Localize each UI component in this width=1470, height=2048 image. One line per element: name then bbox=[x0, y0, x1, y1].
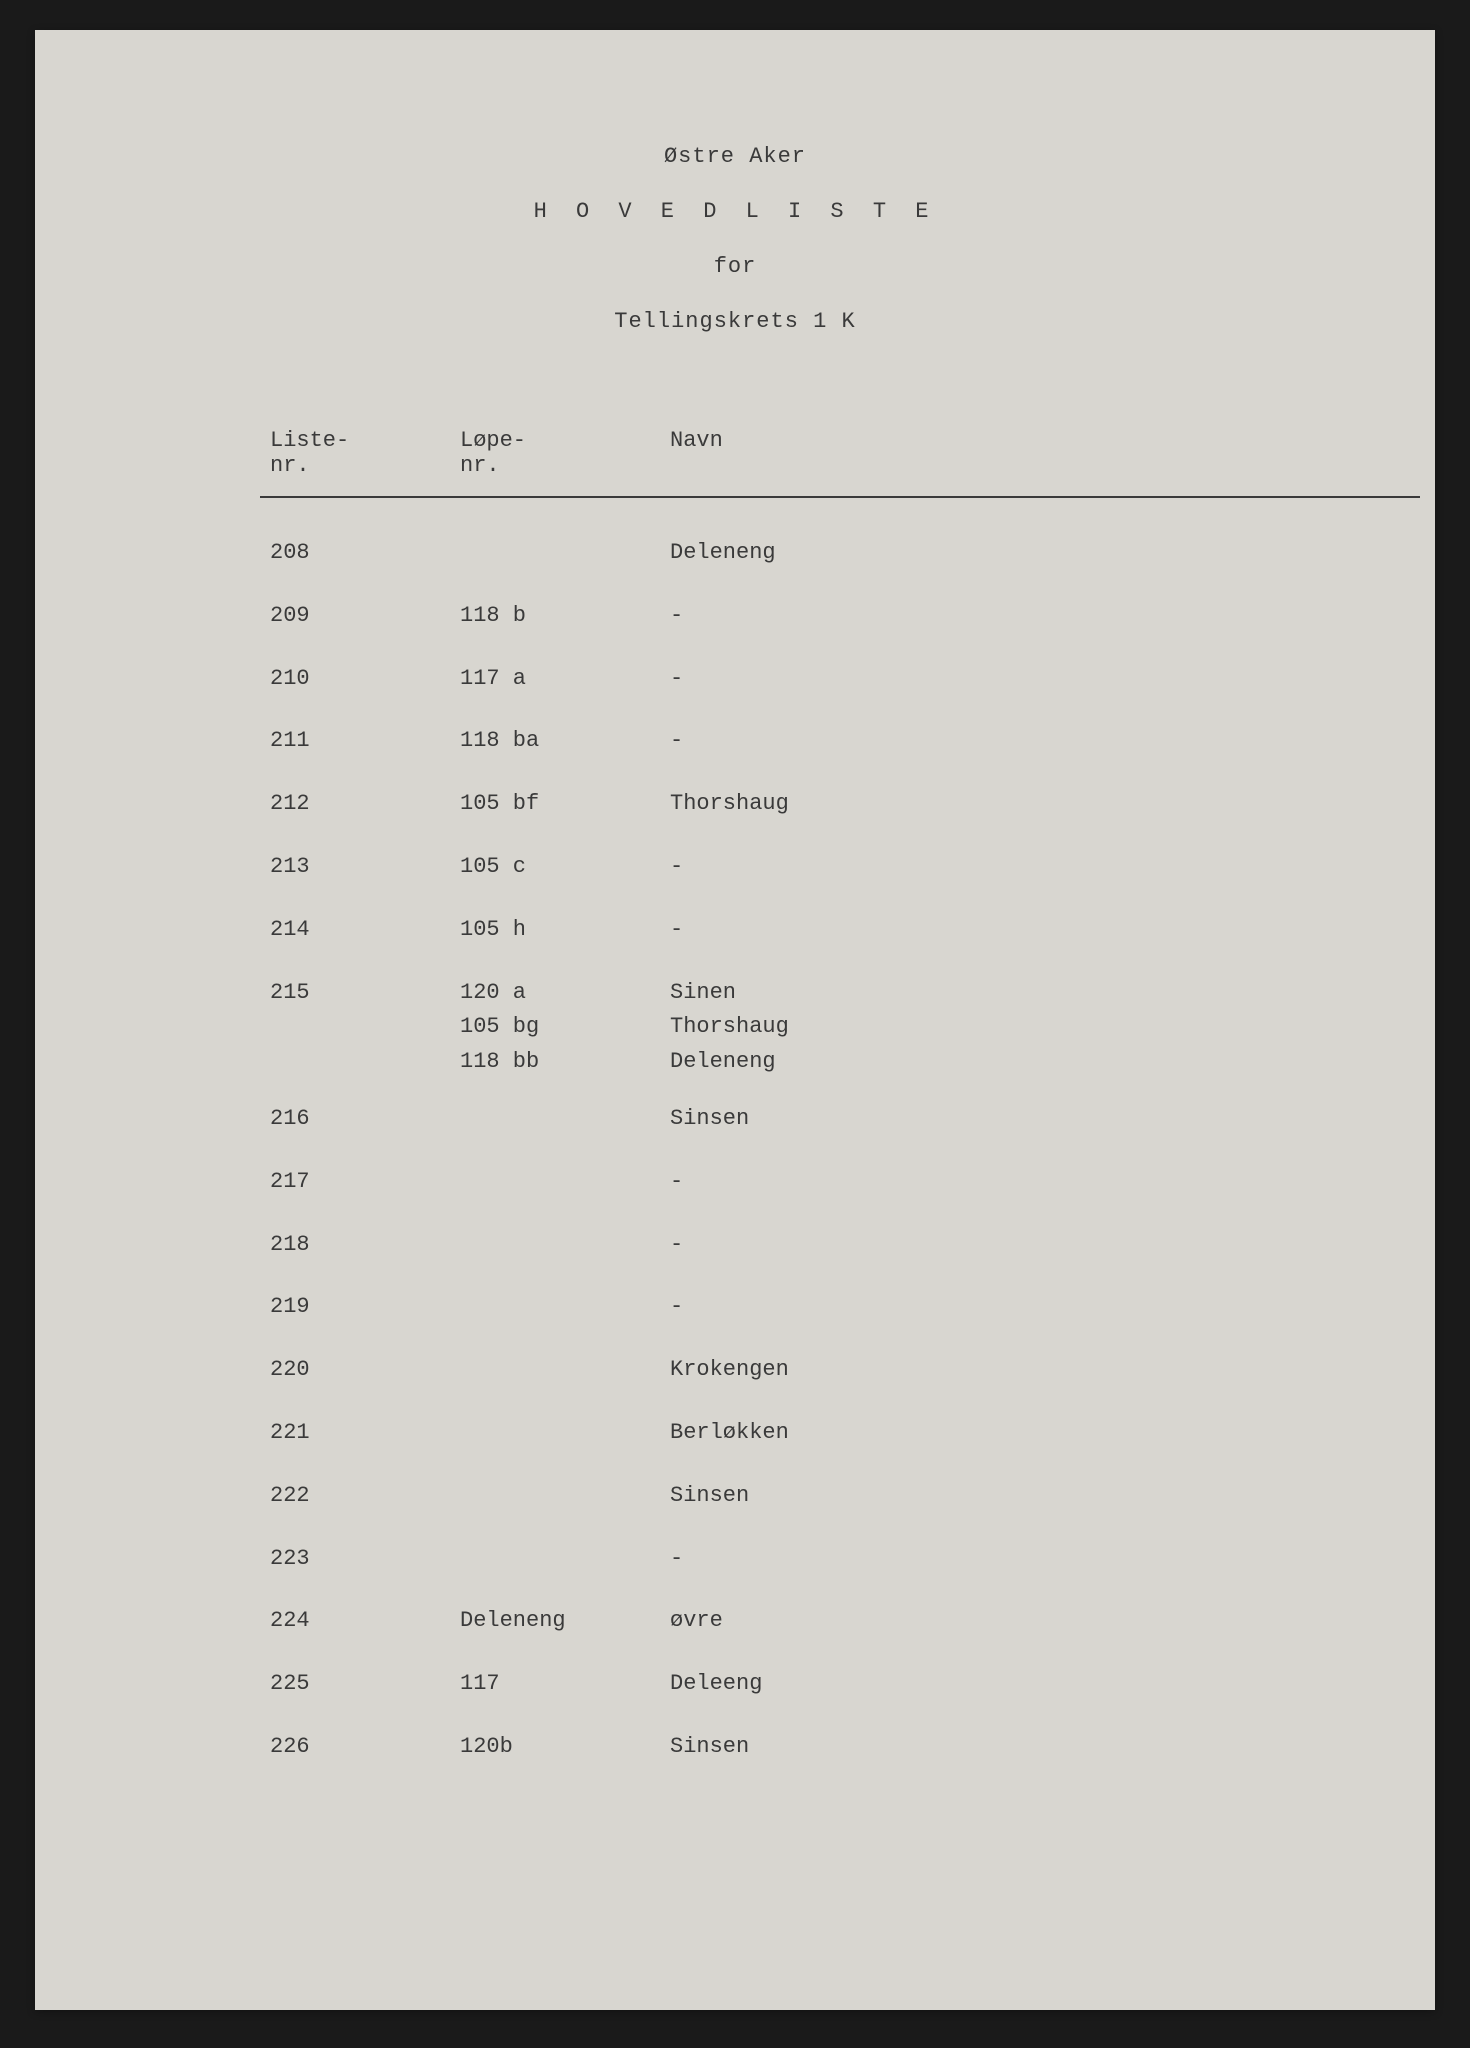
header-title: H O V E D L I S T E bbox=[35, 195, 1435, 228]
table-row: 208 Deleneng bbox=[270, 538, 1435, 569]
cell-liste: 224 bbox=[270, 1606, 460, 1637]
cell-liste: 208 bbox=[270, 538, 460, 569]
cell-navn: Deleneng bbox=[670, 538, 1435, 569]
header-for: for bbox=[35, 250, 1435, 283]
table-row: 220 Krokengen bbox=[270, 1355, 1435, 1386]
cell-navn: Deleeng bbox=[670, 1669, 1435, 1700]
cell-liste: 226 bbox=[270, 1732, 460, 1763]
cell-navn: Berløkken bbox=[670, 1418, 1435, 1449]
cell-liste: 217 bbox=[270, 1167, 460, 1198]
header-divider bbox=[260, 496, 1420, 498]
cell-liste: 223 bbox=[270, 1544, 460, 1575]
cell-liste: 209 bbox=[270, 601, 460, 632]
column-header-liste: Liste- nr. bbox=[270, 428, 460, 478]
cell-liste bbox=[270, 1012, 460, 1043]
column-header-lope: Løpe- nr. bbox=[460, 428, 670, 478]
cell-lope bbox=[460, 1355, 670, 1386]
cell-lope bbox=[460, 1544, 670, 1575]
cell-navn: Sinsen bbox=[670, 1732, 1435, 1763]
header-location: Østre Aker bbox=[35, 140, 1435, 173]
table-body: 208Deleneng209118 b-210117 a-211118 ba-2… bbox=[270, 538, 1435, 1763]
cell-lope: Deleneng bbox=[460, 1606, 670, 1637]
cell-liste: 215 bbox=[270, 978, 460, 1009]
table-row: 210117 a- bbox=[270, 664, 1435, 695]
cell-liste: 216 bbox=[270, 1104, 460, 1135]
column-header-navn: Navn bbox=[670, 428, 1435, 478]
cell-navn: - bbox=[670, 1544, 1435, 1575]
table-row: 214105 h- bbox=[270, 915, 1435, 946]
cell-navn: Sinsen bbox=[670, 1104, 1435, 1135]
cell-navn: - bbox=[670, 601, 1435, 632]
table-row: 222 Sinsen bbox=[270, 1481, 1435, 1512]
cell-navn: - bbox=[670, 1230, 1435, 1261]
table-header-row: Liste- nr. Løpe- nr. Navn bbox=[270, 428, 1435, 478]
document-header: Østre Aker H O V E D L I S T E for Telli… bbox=[35, 140, 1435, 338]
cell-navn: Thorshaug bbox=[670, 789, 1435, 820]
cell-liste bbox=[270, 1047, 460, 1078]
cell-liste: 221 bbox=[270, 1418, 460, 1449]
cell-liste: 218 bbox=[270, 1230, 460, 1261]
cell-liste: 225 bbox=[270, 1669, 460, 1700]
cell-liste: 212 bbox=[270, 789, 460, 820]
header-subtitle: Tellingskrets 1 K bbox=[35, 305, 1435, 338]
table-content: Liste- nr. Løpe- nr. Navn 208 Deleneng 209… bbox=[35, 428, 1435, 1763]
cell-navn: Krokengen bbox=[670, 1355, 1435, 1386]
table-row: 118 bbDeleneng bbox=[270, 1047, 1435, 1078]
cell-lope: 105 h bbox=[460, 915, 670, 946]
cell-lope: 118 bb bbox=[460, 1047, 670, 1078]
cell-lope: 117 a bbox=[460, 664, 670, 695]
cell-lope: 117 bbox=[460, 1669, 670, 1700]
cell-lope bbox=[460, 1230, 670, 1261]
cell-lope bbox=[460, 1418, 670, 1449]
table-row: 105 bgThorshaug bbox=[270, 1012, 1435, 1043]
table-row: 209118 b- bbox=[270, 601, 1435, 632]
cell-navn: - bbox=[670, 726, 1435, 757]
cell-navn: - bbox=[670, 664, 1435, 695]
cell-navn: - bbox=[670, 1292, 1435, 1323]
cell-navn: Sinsen bbox=[670, 1481, 1435, 1512]
document-page: Østre Aker H O V E D L I S T E for Telli… bbox=[35, 30, 1435, 2010]
cell-lope: 105 bf bbox=[460, 789, 670, 820]
cell-liste: 219 bbox=[270, 1292, 460, 1323]
cell-navn: - bbox=[670, 915, 1435, 946]
cell-lope bbox=[460, 1292, 670, 1323]
table-row: 221 Berløkken bbox=[270, 1418, 1435, 1449]
cell-navn: - bbox=[670, 1167, 1435, 1198]
table-row: 218 - bbox=[270, 1230, 1435, 1261]
cell-lope: 105 bg bbox=[460, 1012, 670, 1043]
cell-liste: 220 bbox=[270, 1355, 460, 1386]
table-row: 212105 bfThorshaug bbox=[270, 789, 1435, 820]
cell-navn: Sinen bbox=[670, 978, 1435, 1009]
cell-navn: Thorshaug bbox=[670, 1012, 1435, 1043]
table-row: 219 - bbox=[270, 1292, 1435, 1323]
table-row: 211118 ba- bbox=[270, 726, 1435, 757]
cell-lope: 118 b bbox=[460, 601, 670, 632]
cell-navn: øvre bbox=[670, 1606, 1435, 1637]
cell-liste: 213 bbox=[270, 852, 460, 883]
cell-lope: 120b bbox=[460, 1732, 670, 1763]
cell-lope bbox=[460, 1104, 670, 1135]
table-row: 225117Deleeng bbox=[270, 1669, 1435, 1700]
cell-lope: 120 a bbox=[460, 978, 670, 1009]
table-row: 223 - bbox=[270, 1544, 1435, 1575]
cell-lope: 105 c bbox=[460, 852, 670, 883]
cell-liste: 214 bbox=[270, 915, 460, 946]
table-row: 216 Sinsen bbox=[270, 1104, 1435, 1135]
cell-lope bbox=[460, 538, 670, 569]
cell-liste: 210 bbox=[270, 664, 460, 695]
cell-lope bbox=[460, 1481, 670, 1512]
table-row: 213105 c- bbox=[270, 852, 1435, 883]
cell-navn: - bbox=[670, 852, 1435, 883]
cell-lope bbox=[460, 1167, 670, 1198]
table-row: 226120bSinsen bbox=[270, 1732, 1435, 1763]
table-row: 215120 aSinen bbox=[270, 978, 1435, 1009]
cell-liste: 222 bbox=[270, 1481, 460, 1512]
cell-lope: 118 ba bbox=[460, 726, 670, 757]
table-row: 217 - bbox=[270, 1167, 1435, 1198]
cell-liste: 211 bbox=[270, 726, 460, 757]
table-row: 224Delenengøvre bbox=[270, 1606, 1435, 1637]
cell-navn: Deleneng bbox=[670, 1047, 1435, 1078]
